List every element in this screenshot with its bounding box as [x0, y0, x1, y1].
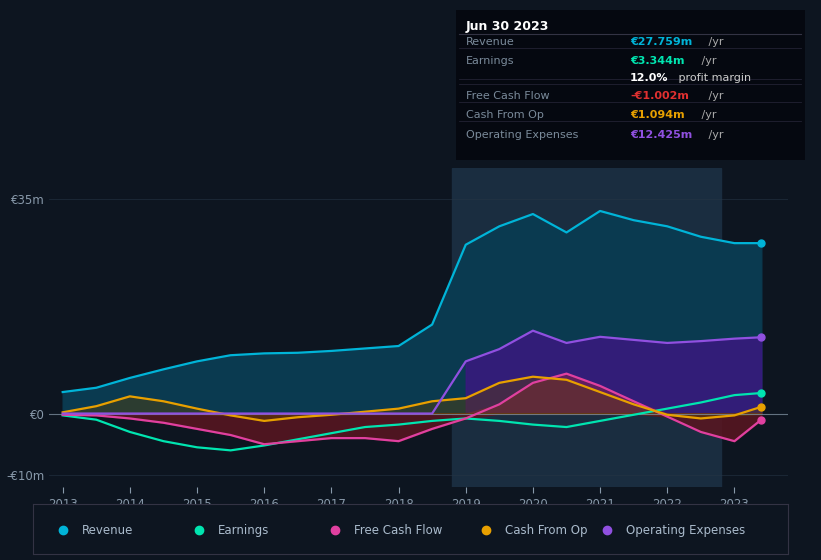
- Text: Jun 30 2023: Jun 30 2023: [466, 20, 549, 33]
- Text: /yr: /yr: [705, 91, 724, 101]
- Text: Cash From Op: Cash From Op: [466, 110, 544, 120]
- Text: /yr: /yr: [705, 36, 724, 46]
- Text: Free Cash Flow: Free Cash Flow: [354, 524, 443, 536]
- Text: €12.425m: €12.425m: [631, 129, 692, 139]
- Text: /yr: /yr: [705, 129, 724, 139]
- Text: Free Cash Flow: Free Cash Flow: [466, 91, 550, 101]
- Text: profit margin: profit margin: [676, 73, 751, 82]
- Bar: [452, 168, 721, 487]
- Text: /yr: /yr: [698, 110, 716, 120]
- Text: 12.0%: 12.0%: [631, 73, 668, 82]
- Text: /yr: /yr: [698, 56, 716, 66]
- Text: Earnings: Earnings: [218, 524, 269, 536]
- Text: €3.344m: €3.344m: [631, 56, 685, 66]
- Text: €27.759m: €27.759m: [631, 36, 692, 46]
- Text: Earnings: Earnings: [466, 56, 515, 66]
- Text: Revenue: Revenue: [82, 524, 133, 536]
- Text: Operating Expenses: Operating Expenses: [626, 524, 745, 536]
- Text: -€1.002m: -€1.002m: [631, 91, 689, 101]
- Text: Operating Expenses: Operating Expenses: [466, 129, 579, 139]
- Text: Cash From Op: Cash From Op: [505, 524, 587, 536]
- Text: €1.094m: €1.094m: [631, 110, 685, 120]
- Text: Revenue: Revenue: [466, 36, 515, 46]
